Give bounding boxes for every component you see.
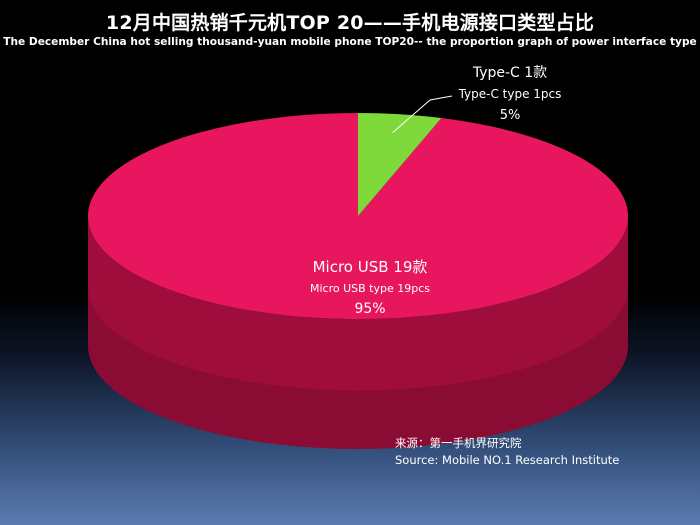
micro-usb-side-wall bbox=[88, 216, 628, 449]
type-c-slice bbox=[358, 113, 442, 216]
micro-usb-label: Micro USB 19款 bbox=[312, 258, 428, 276]
source-en: Source: Mobile NO.1 Research Institute bbox=[395, 453, 620, 467]
side-wall-shade bbox=[88, 287, 628, 449]
type-c-leader-line bbox=[392, 95, 453, 133]
source-note: 来源：第一手机界研究院 Source: Mobile NO.1 Research… bbox=[395, 435, 619, 469]
chart-title: 12月中国热销千元机TOP 20——手机电源接口类型占比 bbox=[105, 12, 595, 34]
micro-usb-slice bbox=[87, 113, 628, 319]
type-c-percent: 5% bbox=[499, 108, 521, 123]
micro-usb-label-en: Micro USB type 19pcs bbox=[309, 282, 430, 295]
type-c-label: Type-C 1款 bbox=[472, 65, 548, 81]
source-cn: 来源：第一手机界研究院 bbox=[395, 436, 522, 450]
type-c-label-en: Type-C type 1pcs bbox=[458, 87, 562, 101]
chart-subtitle: The December China hot selling thousand-… bbox=[3, 36, 697, 48]
micro-usb-percent: 95% bbox=[354, 301, 386, 317]
